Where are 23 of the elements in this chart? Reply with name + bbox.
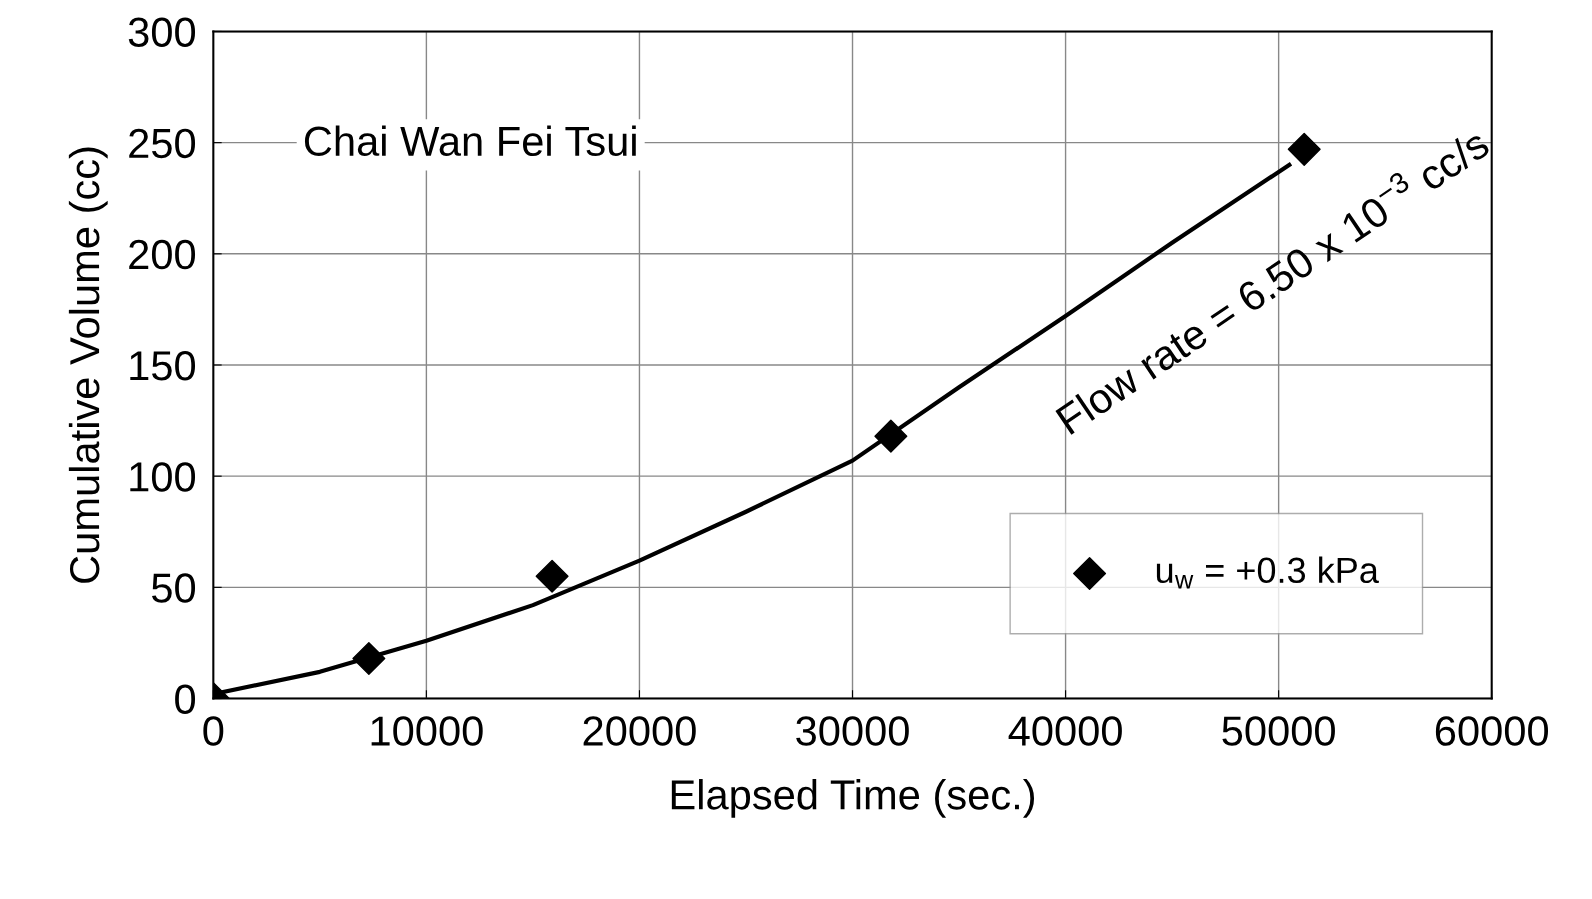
point bbox=[1287, 132, 1321, 166]
y-tick-label: 0 bbox=[175, 684, 196, 715]
point bbox=[535, 559, 569, 593]
point bbox=[352, 641, 386, 676]
y-tick-label: 50 bbox=[151, 573, 196, 603]
legend-label: u$_{w}$ = +0.3 kPa bbox=[1156, 556, 1379, 589]
point bbox=[874, 419, 908, 453]
y-tick-label: 200 bbox=[129, 239, 196, 270]
y-tick-label: 300 bbox=[128, 17, 196, 47]
x-tick-label: 10000 bbox=[371, 716, 483, 746]
y-tick-label: 150 bbox=[130, 351, 196, 381]
x-axis-title: Elapsed Time (sec.) bbox=[671, 779, 1035, 818]
y-axis-title: Cumulative Volume (cc) bbox=[68, 147, 108, 583]
x-tick-label: 30000 bbox=[796, 716, 909, 746]
x-tick-label: 40000 bbox=[1008, 716, 1122, 746]
annotation: Flow rate = 6.50 x 10$^{−3}$ cc/s bbox=[1051, 122, 1491, 436]
x-tick-label: 50000 bbox=[1222, 716, 1335, 746]
x-tick-label: 0 bbox=[203, 716, 224, 746]
y-tick-label: 250 bbox=[129, 128, 196, 159]
x-tick-label: 20000 bbox=[583, 716, 696, 746]
x-tick-label: 60000 bbox=[1435, 716, 1549, 746]
y-tick-label: 100 bbox=[130, 462, 196, 492]
annotation: Chai Wan Fei Tsui bbox=[304, 125, 636, 157]
